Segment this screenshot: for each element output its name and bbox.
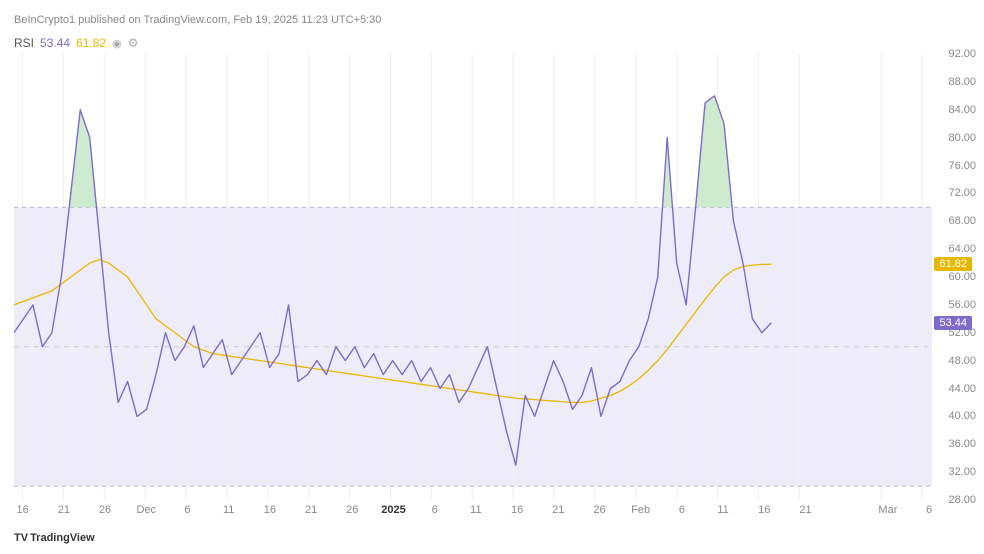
- y-tick: 76.00: [948, 160, 976, 172]
- x-tick: Feb: [631, 504, 650, 516]
- indicator-value-1: 53.44: [40, 36, 70, 50]
- x-tick: 6: [432, 504, 438, 516]
- tv-text: TradingView: [30, 532, 95, 544]
- y-tick: 56.00: [948, 299, 976, 311]
- x-tick: 26: [593, 504, 605, 516]
- y-tick: 88.00: [948, 76, 976, 88]
- x-tick: 6: [679, 504, 685, 516]
- chart-svg: [14, 54, 932, 500]
- x-tick: 21: [305, 504, 317, 516]
- x-tick: 21: [58, 504, 70, 516]
- y-axis: 28.0032.0036.0040.0044.0048.0052.0056.00…: [936, 54, 976, 500]
- y-tick: 48.00: [948, 355, 976, 367]
- x-tick: 6: [926, 504, 932, 516]
- tradingview-logo[interactable]: TVTradingView: [14, 532, 95, 544]
- y-tick: 60.00: [948, 271, 976, 283]
- x-tick: 11: [470, 504, 481, 516]
- chart-area[interactable]: [14, 54, 932, 500]
- tv-mark: TV: [14, 532, 28, 544]
- y-tick: 72.00: [948, 187, 976, 199]
- y-tick: 32.00: [948, 466, 976, 478]
- y-tick: 84.00: [948, 104, 976, 116]
- indicator-label: RSI: [14, 36, 34, 50]
- x-axis: 16 21 26 Dec 6 11 16 21 26 2025 6 11 16 21 26 Feb 6 11 16 2…: [14, 504, 932, 520]
- y-tick: 44.00: [948, 383, 976, 395]
- price-label-rsi: 53.44: [934, 316, 972, 330]
- y-tick: 40.00: [948, 410, 976, 422]
- y-tick: 92.00: [948, 48, 976, 60]
- x-tick: Dec: [136, 504, 156, 516]
- x-tick: 21: [552, 504, 564, 516]
- y-tick: 36.00: [948, 438, 976, 450]
- x-tick: Mar: [878, 504, 897, 516]
- x-tick: 16: [17, 504, 29, 516]
- x-tick: 16: [264, 504, 276, 516]
- y-tick: 64.00: [948, 243, 976, 255]
- x-tick: 6: [184, 504, 190, 516]
- x-tick: 16: [511, 504, 523, 516]
- attribution-text: BeInCrypto1 published on TradingView.com…: [14, 14, 381, 26]
- x-tick: 16: [758, 504, 770, 516]
- x-tick: 2025: [381, 504, 405, 516]
- indicator-value-2: 61.82: [76, 36, 106, 50]
- x-tick: 26: [346, 504, 358, 516]
- y-tick: 28.00: [948, 494, 976, 506]
- x-tick: 21: [799, 504, 811, 516]
- price-label-rsi-ma: 61.82: [934, 257, 972, 271]
- x-tick: 11: [223, 504, 234, 516]
- gear-icon[interactable]: ⚙: [128, 36, 139, 50]
- y-tick: 68.00: [948, 215, 976, 227]
- x-tick: 26: [99, 504, 111, 516]
- y-tick: 80.00: [948, 132, 976, 144]
- visibility-icon[interactable]: ◉: [112, 37, 122, 50]
- x-tick: 11: [717, 504, 728, 516]
- indicator-bar: RSI 53.44 61.82 ◉ ⚙: [14, 36, 138, 50]
